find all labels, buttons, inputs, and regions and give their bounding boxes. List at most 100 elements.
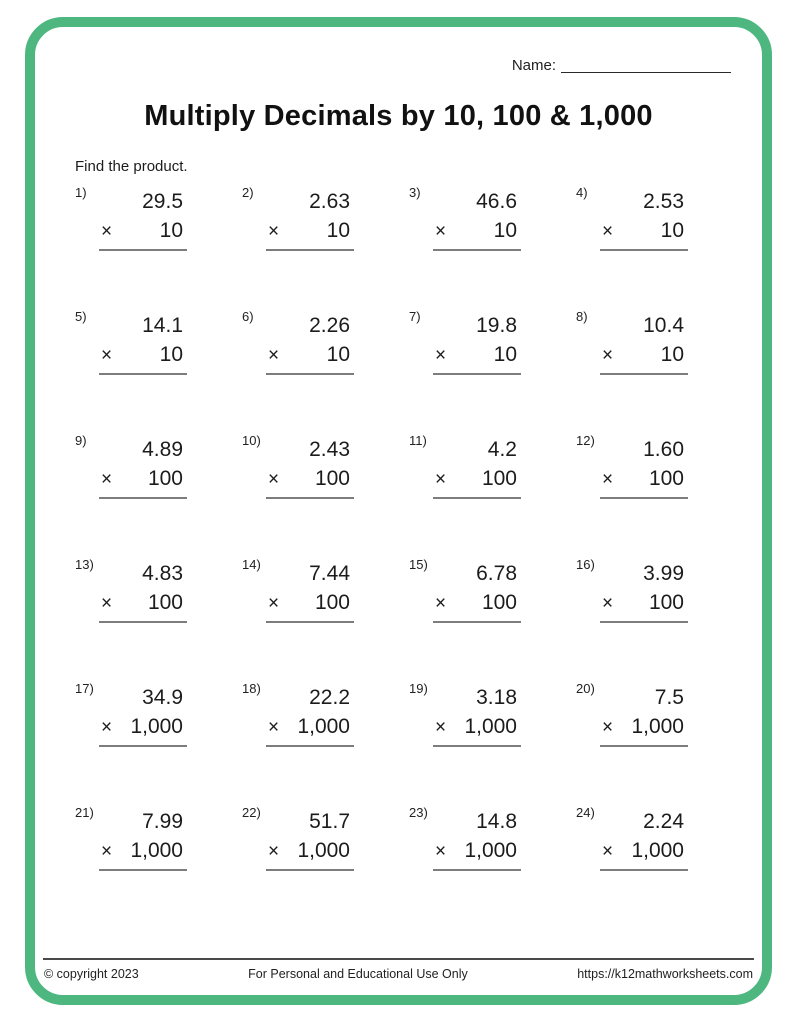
footer-divider <box>43 958 754 960</box>
multiplication-row: × 1,000 <box>266 715 354 747</box>
multiply-sign: × <box>268 593 280 614</box>
footer: © copyright 2023 For Personal and Educat… <box>35 958 762 995</box>
problem-number: 17) <box>75 681 94 696</box>
multiplication-row: × 10 <box>433 219 521 251</box>
name-blank-line <box>561 71 731 73</box>
problem-work: 3.99 × 100 <box>600 562 688 623</box>
multiplier: 100 <box>481 591 517 614</box>
multiply-sign: × <box>435 717 447 738</box>
problem-number: 16) <box>576 557 595 572</box>
multiplier: 100 <box>147 467 183 490</box>
multiply-sign: × <box>602 469 614 490</box>
multiplier: 10 <box>660 343 684 366</box>
problem-work: 4.83 × 100 <box>99 562 187 623</box>
multiplication-row: × 100 <box>99 467 187 499</box>
problem-work: 29.5 × 10 <box>99 190 187 251</box>
multiply-sign: × <box>602 593 614 614</box>
problem-work: 46.6 × 10 <box>433 190 521 251</box>
multiplication-row: × 1,000 <box>99 839 187 871</box>
instruction-text: Find the product. <box>75 158 188 175</box>
problem: 6) 2.26 × 10 <box>242 308 409 432</box>
problem-work: 1.60 × 100 <box>600 438 688 499</box>
multiplicand: 4.2 <box>487 438 517 461</box>
multiplication-row: × 10 <box>266 219 354 251</box>
multiplication-row: × 10 <box>99 219 187 251</box>
multiplicand: 34.9 <box>142 686 183 709</box>
multiply-sign: × <box>435 841 447 862</box>
problem-number: 19) <box>409 681 428 696</box>
problem: 24) 2.24 × 1,000 <box>576 804 743 928</box>
multiplicand: 14.1 <box>142 314 183 337</box>
problem: 15) 6.78 × 100 <box>409 556 576 680</box>
usage-text: For Personal and Educational Use Only <box>248 967 468 981</box>
problem: 3) 46.6 × 10 <box>409 184 576 308</box>
multiplicand: 4.89 <box>142 438 183 461</box>
multiplication-row: × 100 <box>600 591 688 623</box>
multiplicand: 2.26 <box>309 314 350 337</box>
multiplication-row: × 10 <box>600 219 688 251</box>
problem: 11) 4.2 × 100 <box>409 432 576 556</box>
multiplication-row: × 1,000 <box>433 715 521 747</box>
multiply-sign: × <box>101 717 113 738</box>
multiply-sign: × <box>602 221 614 242</box>
multiplication-row: × 10 <box>433 343 521 375</box>
multiplier: 100 <box>648 591 684 614</box>
problem-work: 2.43 × 100 <box>266 438 354 499</box>
problem: 5) 14.1 × 10 <box>75 308 242 432</box>
multiplicand: 7.99 <box>142 810 183 833</box>
problem-number: 7) <box>409 309 421 324</box>
problem-work: 6.78 × 100 <box>433 562 521 623</box>
problem: 17) 34.9 × 1,000 <box>75 680 242 804</box>
problem-number: 24) <box>576 805 595 820</box>
multiplicand: 29.5 <box>142 190 183 213</box>
multiplier: 10 <box>660 219 684 242</box>
problem-work: 2.24 × 1,000 <box>600 810 688 871</box>
multiply-sign: × <box>268 841 280 862</box>
multiplication-row: × 1,000 <box>266 839 354 871</box>
multiplier: 10 <box>493 219 517 242</box>
multiplier: 10 <box>326 343 350 366</box>
problem: 22) 51.7 × 1,000 <box>242 804 409 928</box>
multiply-sign: × <box>435 221 447 242</box>
problem: 21) 7.99 × 1,000 <box>75 804 242 928</box>
problem-work: 4.89 × 100 <box>99 438 187 499</box>
problem-number: 18) <box>242 681 261 696</box>
multiplicand: 2.24 <box>643 810 684 833</box>
problem-number: 2) <box>242 185 254 200</box>
problem: 9) 4.89 × 100 <box>75 432 242 556</box>
multiplier: 1,000 <box>464 839 517 862</box>
multiplicand: 2.63 <box>309 190 350 213</box>
multiply-sign: × <box>268 345 280 366</box>
multiplicand: 6.78 <box>476 562 517 585</box>
multiplicand: 7.44 <box>309 562 350 585</box>
multiplication-row: × 100 <box>433 467 521 499</box>
multiplicand: 46.6 <box>476 190 517 213</box>
problem: 16) 3.99 × 100 <box>576 556 743 680</box>
multiply-sign: × <box>101 593 113 614</box>
copyright-text: © copyright 2023 <box>44 967 139 981</box>
problem: 13) 4.83 × 100 <box>75 556 242 680</box>
problem-work: 3.18 × 1,000 <box>433 686 521 747</box>
multiplication-row: × 100 <box>600 467 688 499</box>
multiplier: 100 <box>314 591 350 614</box>
multiplication-row: × 1,000 <box>600 715 688 747</box>
multiplication-row: × 10 <box>266 343 354 375</box>
problem-number: 22) <box>242 805 261 820</box>
page-title: Multiply Decimals by 10, 100 & 1,000 <box>144 100 653 132</box>
problem-work: 4.2 × 100 <box>433 438 521 499</box>
problem-number: 4) <box>576 185 588 200</box>
problem-number: 21) <box>75 805 94 820</box>
problem-work: 7.44 × 100 <box>266 562 354 623</box>
multiplicand: 3.18 <box>476 686 517 709</box>
multiplication-row: × 1,000 <box>600 839 688 871</box>
multiplication-row: × 100 <box>433 591 521 623</box>
multiplication-row: × 10 <box>600 343 688 375</box>
problem-number: 20) <box>576 681 595 696</box>
problem-work: 10.4 × 10 <box>600 314 688 375</box>
problem-number: 8) <box>576 309 588 324</box>
multiplicand: 10.4 <box>643 314 684 337</box>
multiplier: 1,000 <box>464 715 517 738</box>
problem-work: 7.5 × 1,000 <box>600 686 688 747</box>
name-row: Name: <box>35 57 762 74</box>
problem: 23) 14.8 × 1,000 <box>409 804 576 928</box>
